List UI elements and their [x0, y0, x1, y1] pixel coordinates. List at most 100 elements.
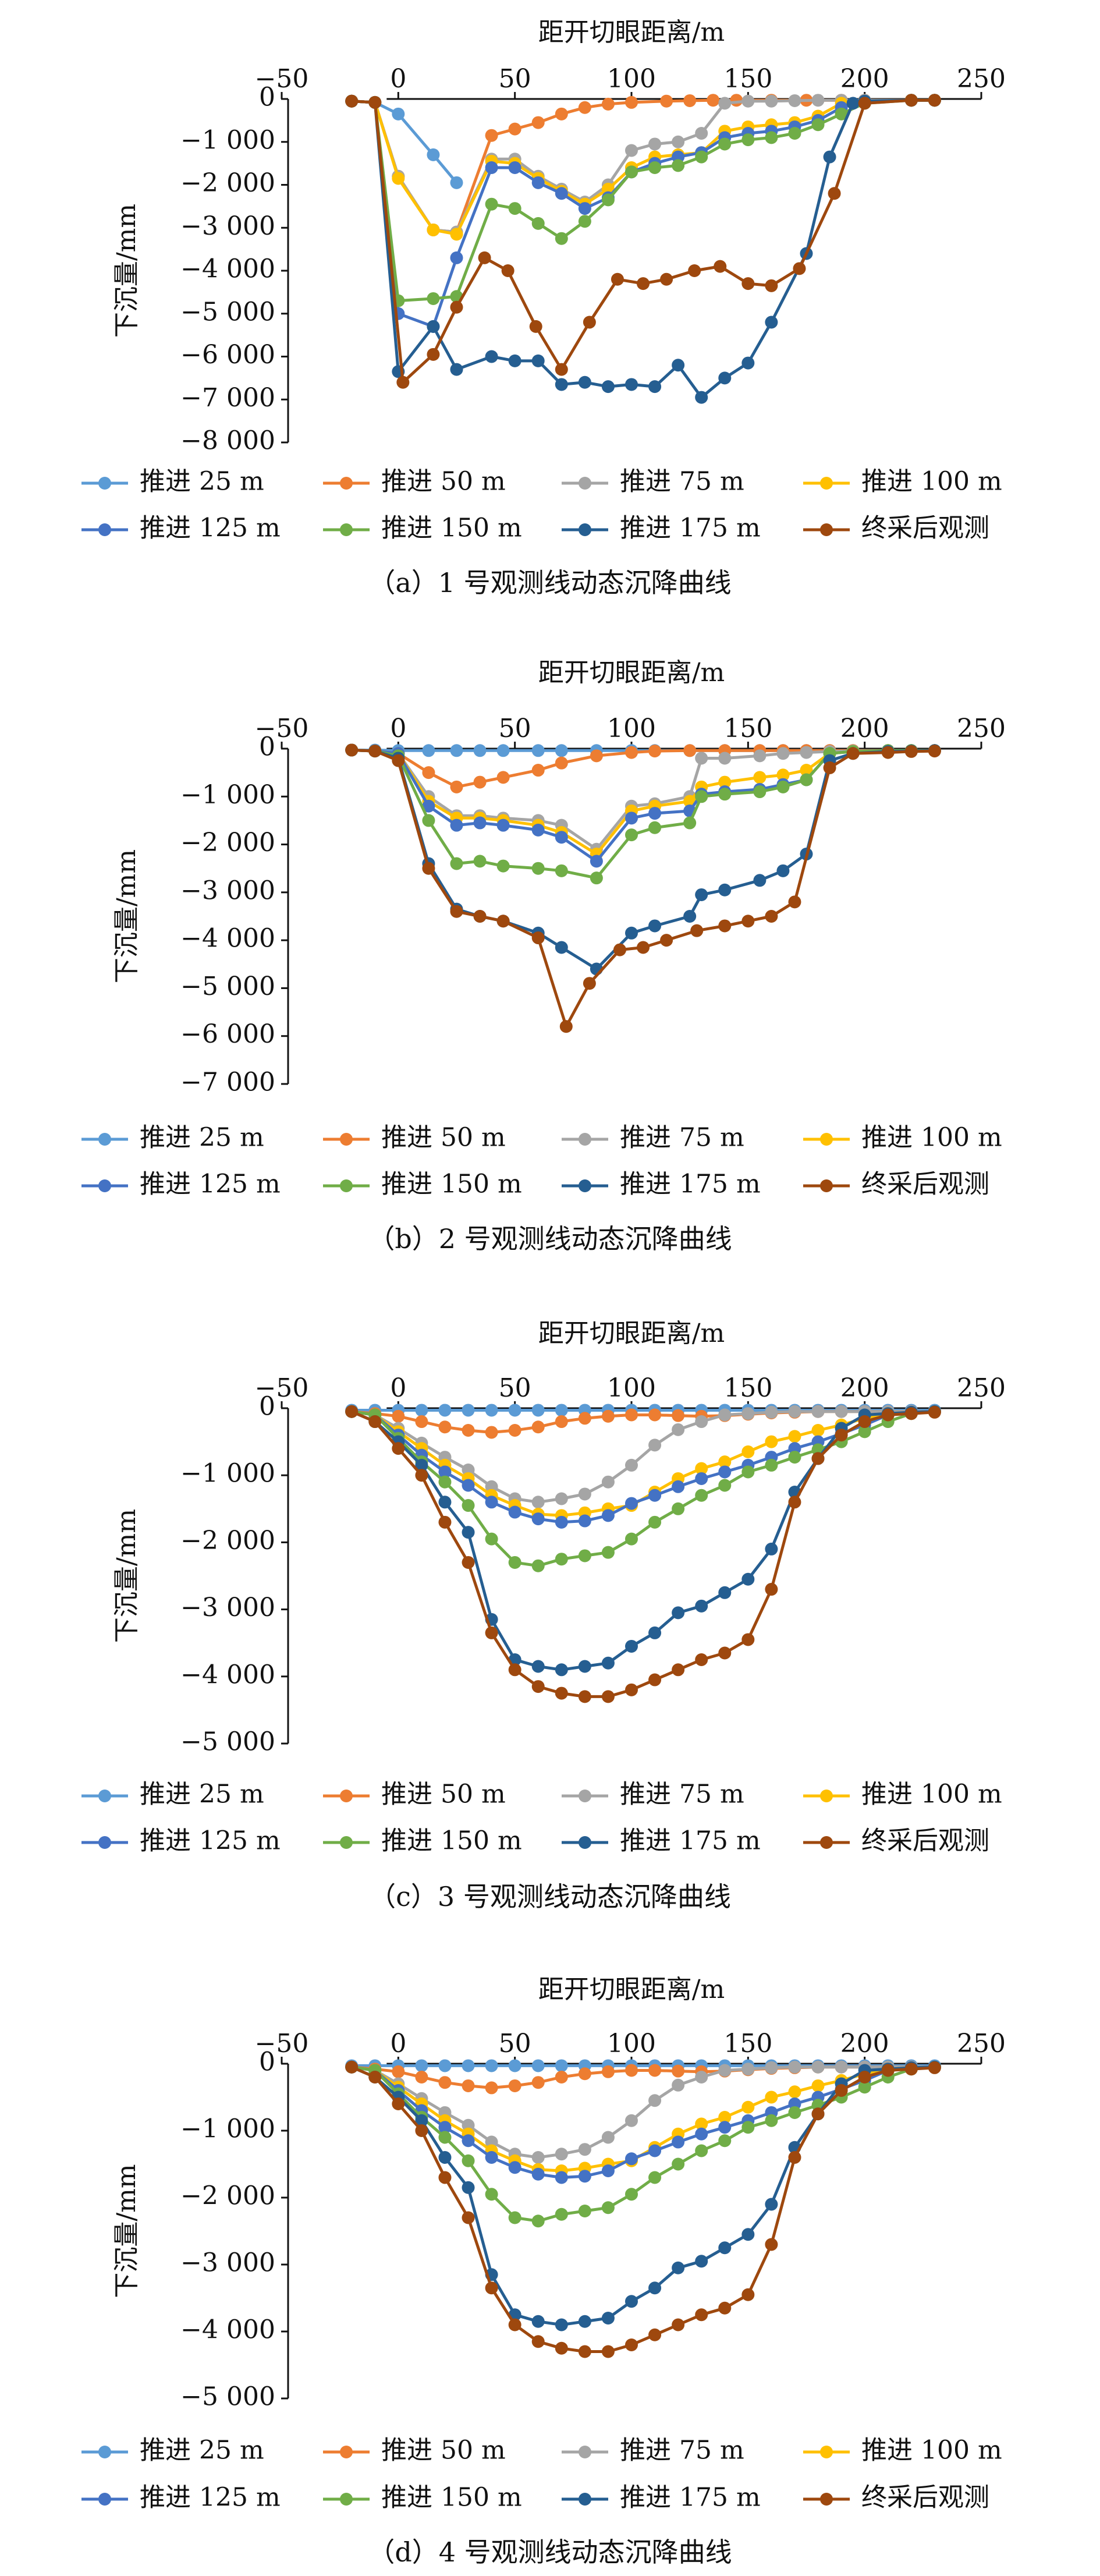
x-tick-label: 200: [840, 64, 889, 94]
data-point: [508, 2059, 521, 2072]
data-point: [718, 919, 732, 933]
y-tick-label: 0: [259, 732, 275, 762]
data-point: [625, 2114, 638, 2127]
data-point: [473, 855, 487, 868]
data-point: [718, 1465, 732, 1479]
x-tick-label: 150: [723, 714, 772, 743]
data-point: [765, 1458, 778, 1472]
data-point: [846, 747, 860, 760]
y-tick-label: −1 000: [180, 1459, 275, 1489]
data-point: [368, 95, 382, 109]
data-point: [508, 202, 521, 215]
data-point: [683, 94, 697, 107]
data-point: [695, 2308, 708, 2322]
data-point: [672, 2078, 685, 2092]
data-point: [578, 2315, 591, 2328]
legend-marker: [579, 477, 591, 490]
data-point: [730, 94, 743, 107]
y-tick-label: −5 000: [180, 1727, 275, 1757]
data-point: [438, 2151, 452, 2164]
legend-label: 终采后观测: [861, 1826, 989, 1856]
legend-label: 推进 125 m: [140, 1826, 281, 1856]
data-point: [578, 2067, 591, 2081]
data-point: [496, 771, 510, 784]
data-point: [601, 97, 615, 111]
legend-label: 推进 125 m: [140, 1170, 281, 1199]
data-point: [625, 2295, 638, 2308]
data-point: [776, 780, 790, 793]
data-point: [438, 1496, 452, 1509]
legend-label: 推进 150 m: [381, 2483, 522, 2513]
data-point: [776, 864, 790, 877]
data-point: [601, 2065, 615, 2078]
x-tick-label: 150: [723, 64, 772, 94]
data-point: [648, 2171, 662, 2184]
x-tick-label: 150: [723, 2029, 772, 2058]
legend-marker: [820, 1790, 833, 1802]
data-point: [531, 2167, 545, 2181]
y-tick-label: −3 000: [180, 211, 275, 241]
data-point: [555, 744, 568, 757]
legend-label: 推进 25 m: [140, 467, 264, 497]
data-point: [427, 148, 440, 161]
data-point: [555, 2208, 568, 2221]
data-point: [531, 764, 545, 777]
data-point: [718, 97, 732, 110]
data-point: [601, 1546, 615, 1559]
data-point: [438, 2059, 452, 2072]
y-tick-label: −1 000: [180, 780, 275, 810]
data-point: [396, 375, 410, 389]
data-point: [555, 378, 568, 391]
data-point: [427, 320, 440, 333]
y-tick-label: −6 000: [180, 340, 275, 370]
y-tick-label: −6 000: [180, 1019, 275, 1049]
data-point: [718, 137, 732, 151]
y-tick-label: 0: [259, 1392, 275, 1422]
data-point: [625, 1532, 638, 1546]
data-point: [648, 2281, 662, 2295]
data-point: [718, 371, 732, 385]
data-point: [496, 744, 510, 757]
y-tick-label: −2 000: [180, 1526, 275, 1555]
legend-label: 推进 50 m: [381, 2436, 506, 2465]
data-point: [904, 745, 918, 758]
data-point: [835, 2084, 848, 2097]
data-point: [590, 871, 603, 885]
data-point: [625, 2338, 638, 2351]
y-tick-label: −7 000: [180, 383, 275, 413]
data-point: [508, 354, 521, 367]
data-point: [741, 133, 755, 147]
series-line: [352, 98, 935, 303]
x-tick-label: 250: [957, 2029, 1006, 2058]
data-point: [601, 1409, 615, 1423]
data-point: [415, 2071, 428, 2084]
data-point: [345, 94, 359, 108]
data-point: [858, 1425, 871, 1438]
x-tick-label: 150: [723, 1373, 772, 1403]
data-point: [462, 1424, 475, 1437]
data-point: [531, 176, 545, 189]
x-tick-label: −50: [255, 64, 309, 94]
data-point: [473, 910, 487, 923]
data-point: [672, 2064, 685, 2078]
data-point: [578, 2345, 591, 2358]
x-tick-label: 100: [607, 714, 656, 743]
data-point: [438, 2076, 452, 2089]
data-point: [555, 831, 568, 844]
data-point: [928, 2061, 941, 2074]
data-point: [531, 2214, 545, 2228]
series-line: [351, 1410, 935, 1671]
data-point: [485, 350, 498, 363]
data-point: [590, 855, 603, 868]
data-point: [485, 1496, 498, 1509]
y-tick-label: −4 000: [180, 2315, 275, 2345]
data-point: [741, 1445, 755, 1458]
legend-marker: [340, 1179, 353, 1192]
x-axis-title: 距开切眼距离/m: [538, 1319, 725, 1348]
legend-marker: [340, 523, 353, 536]
data-point: [765, 910, 778, 923]
data-point: [501, 264, 514, 277]
data-point: [776, 768, 790, 782]
